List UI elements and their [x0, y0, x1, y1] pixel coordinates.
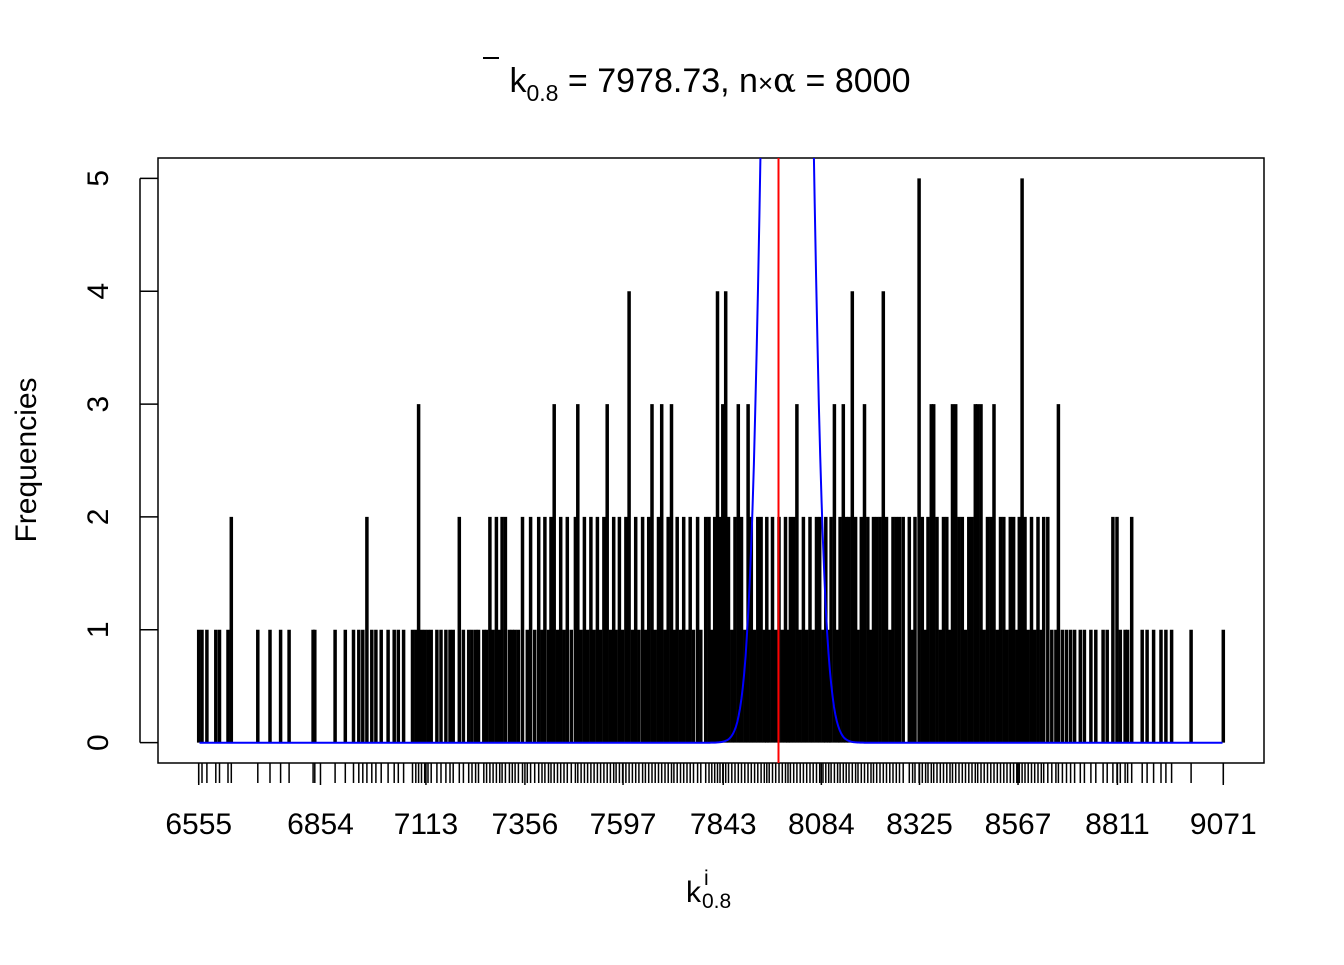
y-tick-label: 1: [82, 621, 115, 638]
x-tick-label: 7113: [394, 808, 459, 841]
rug-group: [197, 763, 1225, 783]
x-axis-label-sub: 0.8: [702, 890, 731, 913]
x-tick-label: 8084: [788, 808, 855, 841]
y-tick-label: 5: [82, 170, 115, 187]
overlay-group: [199, 158, 1223, 763]
x-tick-label: 7843: [690, 808, 757, 841]
title-text: = 7978.73, n: [558, 62, 757, 100]
y-axis: 0 1 2 3 4 5: [82, 170, 158, 751]
xlabel-base: k: [686, 876, 702, 909]
title-subscript: 0.8: [527, 80, 559, 106]
y-tick-label: 4: [82, 283, 115, 300]
bars-group: [196, 178, 1226, 743]
x-tick-label: 8325: [886, 808, 953, 841]
x-axis: 6555 6854 7113 7356 7597 7843 8084 8325 8567 8811…: [165, 763, 1257, 841]
title-k: k: [510, 62, 528, 100]
x-axis-label: k: [686, 876, 702, 909]
title-alpha: α: [773, 61, 796, 101]
title-tail: = 8000: [796, 62, 910, 100]
x-tick-label: 9071: [1190, 808, 1257, 841]
y-tick-label: 3: [82, 396, 115, 413]
x-axis-label-sup: i: [704, 867, 709, 890]
x-tick-label: 7356: [492, 808, 559, 841]
plot-frame: [157, 157, 1265, 764]
normal-curve: [199, 158, 1223, 744]
x-tick-label: 8811: [1085, 808, 1150, 841]
chart-title: k0.8 = 7978.73, n×α = 8000: [510, 61, 911, 106]
x-tick-label: 6555: [165, 808, 232, 841]
x-tick-label: 6854: [287, 808, 354, 841]
title-times: ×: [758, 68, 773, 98]
x-tick-label: 8567: [985, 808, 1052, 841]
y-axis-label: Frequencies: [10, 377, 43, 542]
x-tick-label: 7597: [590, 808, 657, 841]
y-tick-label: 2: [82, 509, 115, 526]
y-tick-label: 0: [82, 734, 115, 751]
